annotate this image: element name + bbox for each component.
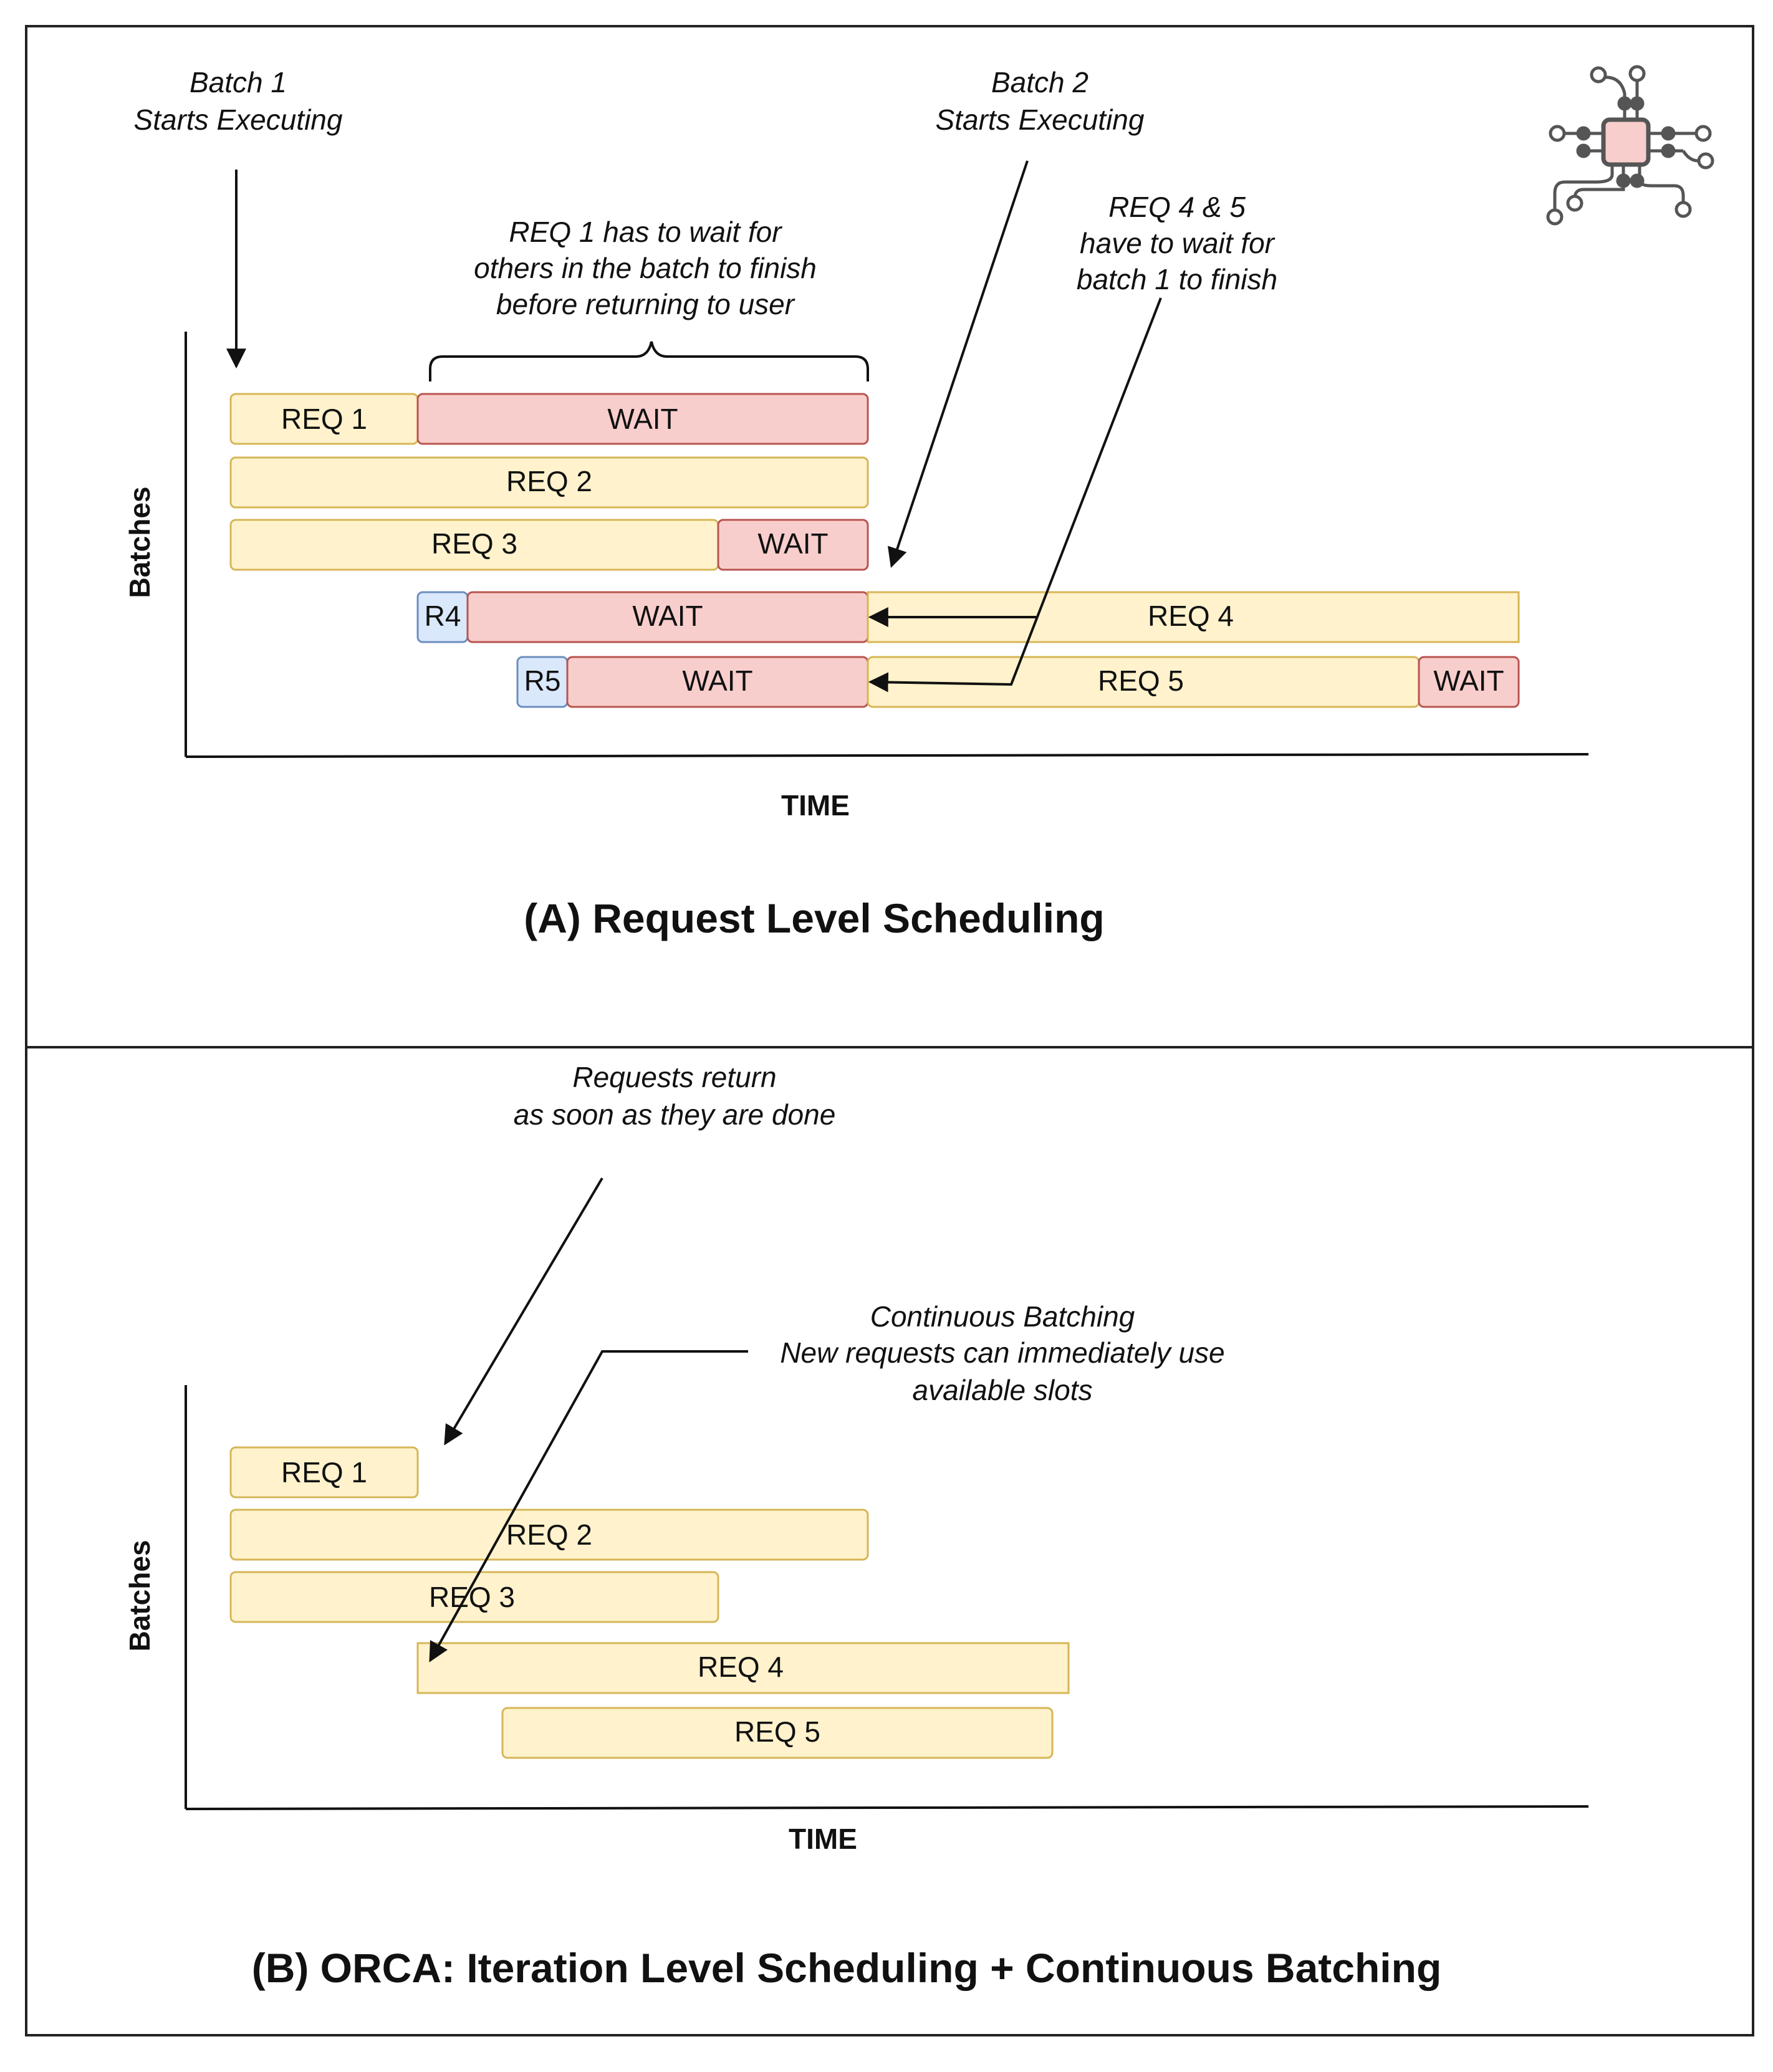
bar-label-r5-a: R5 (524, 664, 561, 697)
bar-label-req2-b: REQ 2 (506, 1518, 592, 1551)
arrow-continuous (429, 1350, 748, 1662)
annotation-req45-line2: have to wait for (1080, 227, 1276, 259)
bar-label-req1-wait-a: WAIT (607, 403, 678, 435)
bar-req3-wait-a (717, 519, 869, 571)
bar-label-r4-wait-a: WAIT (632, 600, 703, 632)
annotation-req45-line1: REQ 4 & 5 (1108, 191, 1246, 223)
circuit-chip-icon (1546, 65, 1714, 226)
bar-req4-b (416, 1642, 1070, 1694)
panel-a: Batch 1 Starts Executing Batch 2 Starts … (123, 66, 1589, 941)
annotation-return-line2: as soon as they are done (514, 1098, 836, 1131)
arrow-return (444, 1177, 603, 1446)
arrow-batch2 (887, 160, 1029, 568)
arrow-req5-wait (868, 297, 1162, 693)
panel-a-title: (A) Request Level Scheduling (524, 895, 1104, 941)
bar-req5-wait-a (1418, 656, 1520, 708)
y-axis-label-b: Batches (123, 1540, 156, 1652)
bar-label-r4-a: R4 (425, 600, 461, 632)
y-axis-label-a: Batches (123, 487, 156, 598)
annotation-return-line1: Requests return (572, 1061, 776, 1093)
outer-frame (25, 25, 1754, 2036)
annotation-batch2-line2: Starts Executing (936, 103, 1145, 136)
bar-label-req3-a: REQ 3 (431, 527, 517, 560)
x-axis-label-a: TIME (781, 789, 850, 822)
panel-b-title: (B) ORCA: Iteration Level Scheduling + C… (252, 1945, 1442, 1991)
bar-label-req5-a: REQ 5 (1098, 664, 1184, 697)
annotation-batch1-line2: Starts Executing (134, 103, 343, 136)
x-axis-b (185, 1805, 1589, 1810)
annotation-req1-wait-line2: others in the batch to finish (474, 252, 817, 284)
x-axis-a (185, 753, 1589, 758)
x-axis-label-b: TIME (789, 1823, 857, 1855)
annotation-continuous-line2: New requests can immediately use (780, 1336, 1224, 1369)
annotation-continuous-line1: Continuous Batching (870, 1300, 1135, 1333)
bar-label-req1-a: REQ 1 (281, 403, 367, 435)
bar-label-req2-a: REQ 2 (506, 465, 592, 497)
annotation-req45-line3: batch 1 to finish (1077, 263, 1277, 295)
bar-label-req5-b: REQ 5 (734, 1715, 820, 1748)
annotation-req1-wait-line1: REQ 1 has to wait for (509, 216, 782, 248)
annotation-req1-wait-line3: before returning to user (496, 288, 795, 320)
annotation-batch2-line1: Batch 2 (991, 66, 1088, 98)
bar-req3-b (229, 1571, 719, 1623)
brace-req1-wait (429, 341, 869, 381)
bar-label-req4-b: REQ 4 (698, 1651, 784, 1683)
annotation-continuous-line3: available slots (913, 1374, 1093, 1406)
bar-label-req3-wait-a: WAIT (757, 527, 828, 560)
panel-b: Requests return as soon as they are done… (123, 1061, 1589, 1991)
bar-label-req5-wait-a: WAIT (1433, 664, 1504, 697)
bar-req2-b (229, 1508, 869, 1561)
bar-req5-b (501, 1707, 1054, 1759)
bar-req2-a (229, 456, 869, 509)
bar-req1-b (229, 1446, 419, 1499)
annotation-batch1-line1: Batch 1 (190, 66, 287, 98)
bar-label-req4-a: REQ 4 (1148, 600, 1234, 632)
bar-req1-wait-a (416, 393, 869, 445)
bar-label-r5-wait-a: WAIT (682, 664, 752, 697)
bar-label-req1-b: REQ 1 (281, 1456, 367, 1489)
